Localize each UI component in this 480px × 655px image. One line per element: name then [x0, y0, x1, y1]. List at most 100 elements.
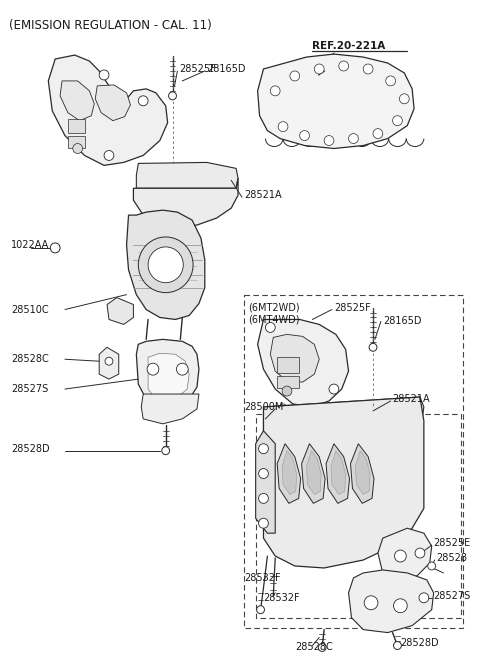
Text: (EMISSION REGULATION - CAL. 11): (EMISSION REGULATION - CAL. 11) — [9, 19, 212, 32]
Polygon shape — [136, 162, 238, 188]
Text: 28525E: 28525E — [433, 538, 471, 548]
Circle shape — [138, 237, 193, 293]
Circle shape — [290, 71, 300, 81]
Ellipse shape — [219, 168, 229, 183]
Ellipse shape — [375, 404, 387, 424]
Polygon shape — [277, 443, 300, 503]
Circle shape — [282, 386, 292, 396]
Polygon shape — [107, 297, 133, 324]
Text: 28528D: 28528D — [11, 443, 50, 454]
Text: 28532F: 28532F — [244, 573, 280, 583]
Text: 28525F: 28525F — [334, 303, 371, 312]
Text: 1022AA: 1022AA — [11, 240, 49, 250]
Text: 28528D: 28528D — [400, 637, 439, 648]
Text: 28510C: 28510C — [11, 305, 49, 314]
Polygon shape — [258, 320, 348, 407]
Ellipse shape — [336, 404, 348, 424]
Circle shape — [428, 562, 436, 570]
Text: 28532F: 28532F — [264, 593, 300, 603]
Circle shape — [324, 136, 334, 145]
Circle shape — [147, 364, 159, 375]
Polygon shape — [99, 347, 119, 379]
Circle shape — [168, 92, 177, 100]
Polygon shape — [48, 55, 168, 166]
Circle shape — [257, 606, 264, 614]
Polygon shape — [148, 353, 189, 399]
Bar — [244, 295, 463, 627]
Polygon shape — [301, 443, 325, 503]
Circle shape — [105, 357, 113, 365]
Circle shape — [259, 443, 268, 454]
Polygon shape — [326, 443, 349, 503]
Circle shape — [259, 493, 268, 503]
Polygon shape — [355, 451, 370, 495]
Ellipse shape — [148, 168, 158, 183]
Text: 28165D: 28165D — [383, 316, 421, 326]
Polygon shape — [348, 570, 433, 633]
Text: (6MT2WD): (6MT2WD) — [248, 303, 300, 312]
Bar — [68, 119, 85, 132]
Circle shape — [363, 64, 373, 74]
Polygon shape — [95, 85, 131, 121]
Ellipse shape — [277, 404, 289, 424]
Circle shape — [99, 70, 109, 80]
Circle shape — [50, 243, 60, 253]
Circle shape — [138, 96, 148, 105]
Circle shape — [104, 151, 114, 160]
Polygon shape — [331, 451, 346, 495]
Circle shape — [265, 322, 275, 332]
Ellipse shape — [297, 404, 309, 424]
Bar — [277, 376, 299, 388]
Circle shape — [369, 343, 377, 351]
Polygon shape — [127, 210, 205, 320]
Circle shape — [395, 550, 406, 562]
Circle shape — [339, 61, 348, 71]
Text: 28528C: 28528C — [295, 643, 333, 652]
Circle shape — [386, 76, 396, 86]
Text: 28528C: 28528C — [11, 354, 49, 364]
Bar — [68, 136, 85, 147]
Polygon shape — [270, 335, 319, 382]
Circle shape — [419, 593, 429, 603]
Ellipse shape — [316, 404, 328, 424]
Circle shape — [259, 518, 268, 528]
Text: REF.20-221A: REF.20-221A — [312, 41, 385, 51]
Ellipse shape — [395, 404, 406, 424]
Circle shape — [393, 116, 402, 126]
Polygon shape — [378, 528, 432, 580]
Circle shape — [148, 247, 183, 283]
Text: 28521A: 28521A — [393, 394, 430, 404]
Circle shape — [300, 130, 310, 141]
Polygon shape — [264, 397, 424, 568]
Polygon shape — [136, 339, 199, 407]
Circle shape — [329, 384, 339, 394]
Bar — [277, 357, 299, 373]
Polygon shape — [60, 81, 94, 121]
Polygon shape — [307, 451, 321, 495]
Text: 28500M: 28500M — [244, 402, 283, 412]
Circle shape — [259, 468, 268, 479]
Circle shape — [278, 122, 288, 132]
Circle shape — [177, 364, 188, 375]
Text: 28527S: 28527S — [433, 591, 471, 601]
Text: 28521A: 28521A — [244, 190, 282, 200]
Text: 28527S: 28527S — [11, 384, 48, 394]
Ellipse shape — [207, 168, 216, 183]
Ellipse shape — [192, 168, 202, 183]
Polygon shape — [141, 394, 199, 424]
Circle shape — [415, 548, 425, 558]
Polygon shape — [133, 178, 238, 228]
Circle shape — [162, 447, 169, 455]
Polygon shape — [282, 451, 297, 495]
Polygon shape — [256, 431, 275, 533]
Polygon shape — [264, 397, 424, 431]
Circle shape — [399, 94, 409, 103]
Circle shape — [373, 128, 383, 139]
Polygon shape — [258, 54, 414, 149]
Circle shape — [270, 86, 280, 96]
Ellipse shape — [163, 168, 172, 183]
Ellipse shape — [178, 168, 187, 183]
Circle shape — [314, 64, 324, 74]
Circle shape — [394, 599, 407, 612]
Bar — [256, 414, 461, 618]
